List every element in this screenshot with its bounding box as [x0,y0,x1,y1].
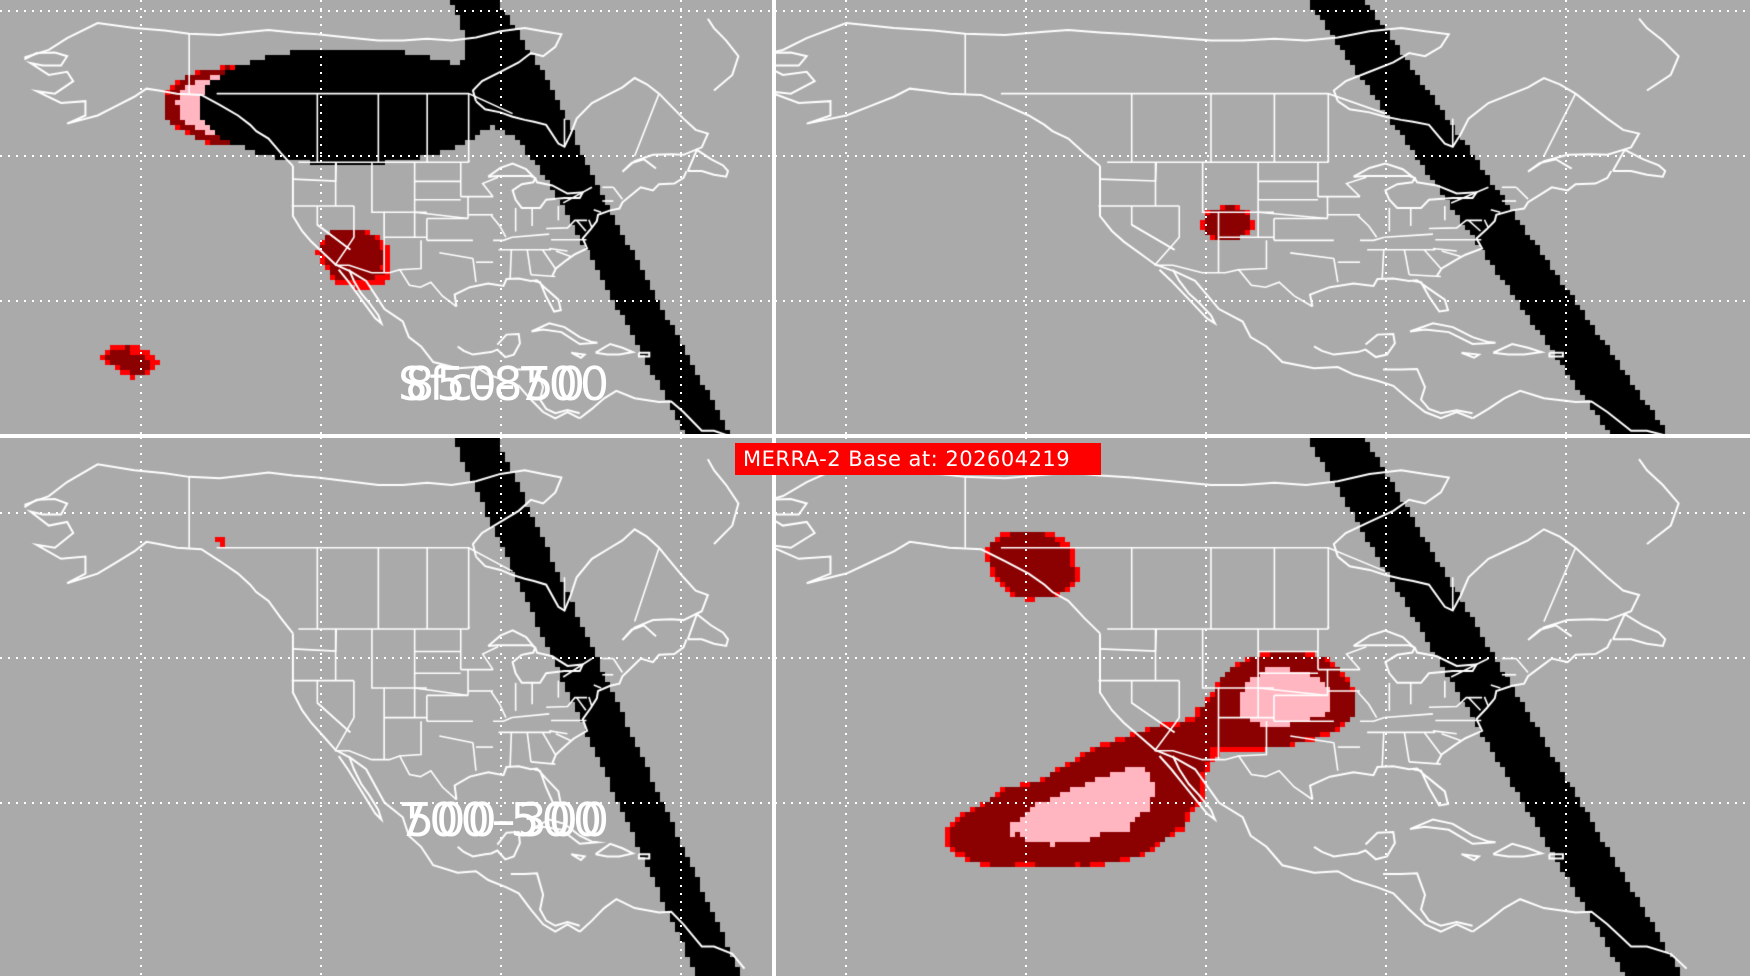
merra2-base-stamp: MERRA-2 Base at: 202604219 [735,443,1101,475]
map-raster-sfc-850 [0,0,775,437]
map-raster-500-300 [775,437,1750,976]
map-panel-700-500[interactable] [0,437,775,976]
map-panel-850-700[interactable] [775,0,1750,437]
panel-column-divider [772,0,776,976]
merra2-base-stamp-text: MERRA-2 Base at: 202604219 [743,447,1071,471]
map-raster-850-700 [775,0,1750,437]
map-panel-sfc-850[interactable] [0,0,775,437]
map-raster-700-500 [0,437,775,976]
panel-row-divider [0,434,1750,438]
map-panel-500-300[interactable] [775,437,1750,976]
